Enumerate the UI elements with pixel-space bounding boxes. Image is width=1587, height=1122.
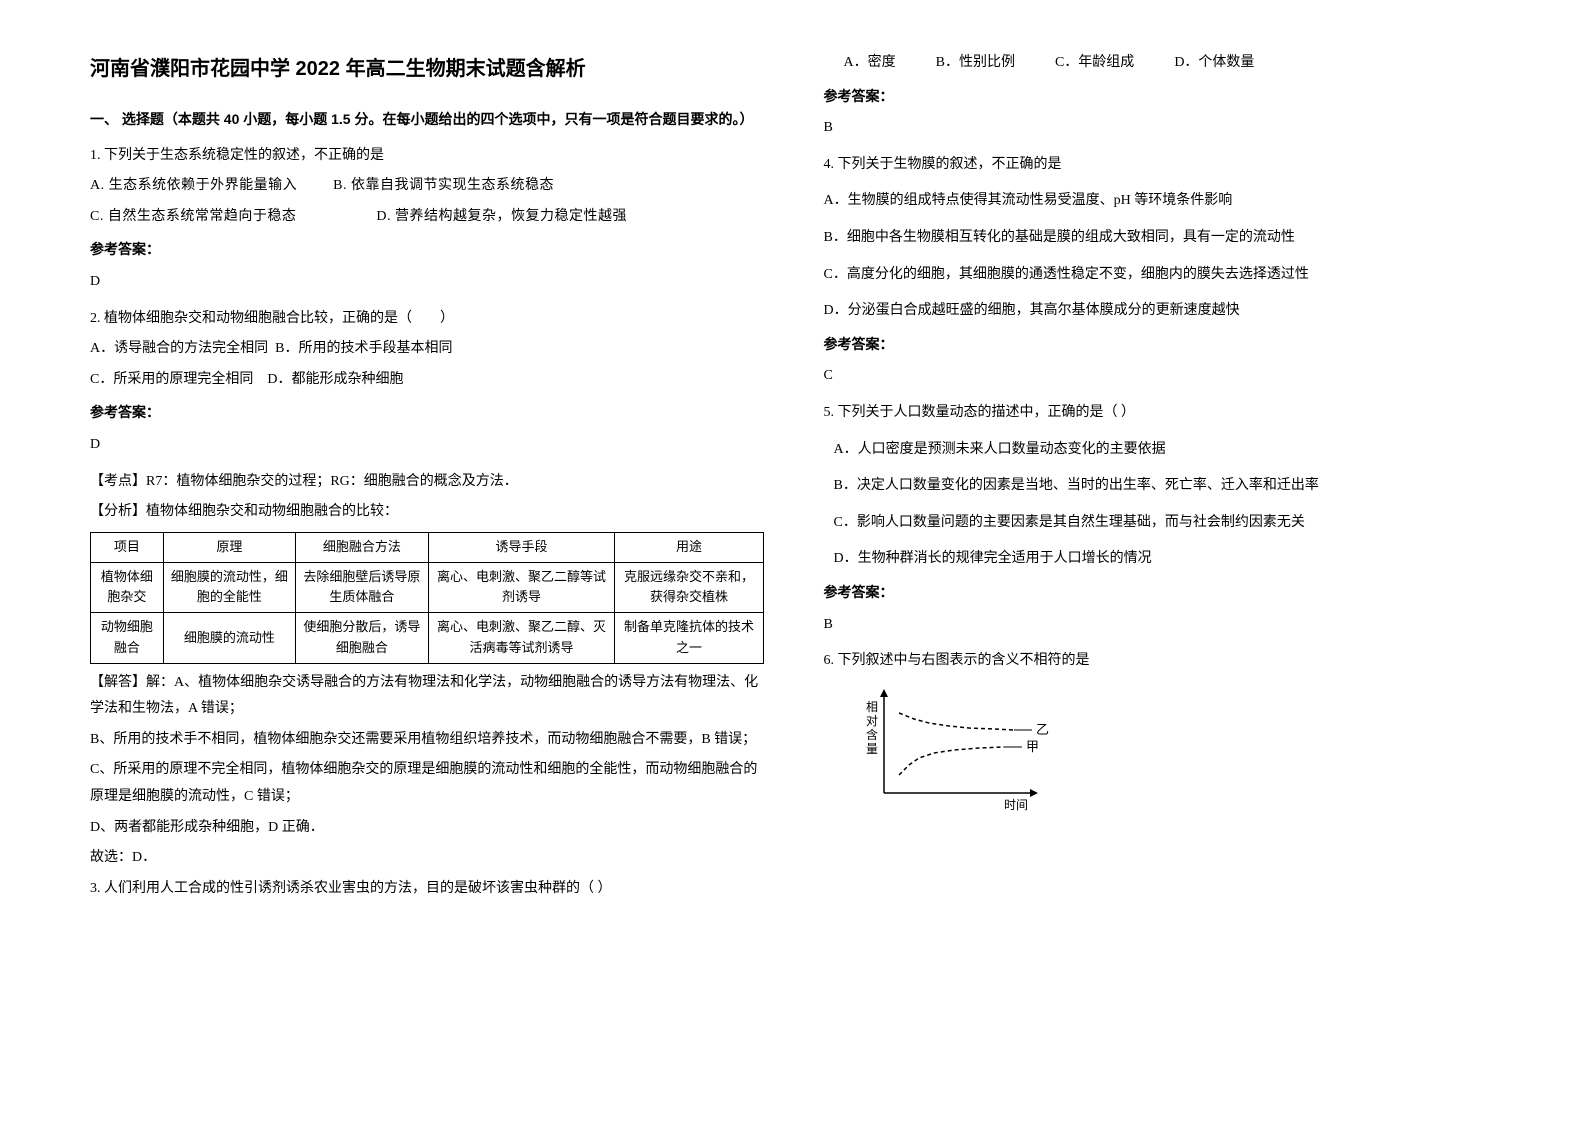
q5-b: B．决定人口数量变化的因素是当地、当时的出生率、死亡率、迁入率和迁出率 bbox=[834, 473, 1498, 500]
r1-1: 细胞膜的流动性，细胞的全能性 bbox=[163, 562, 295, 613]
q1-opts-row2: C. 自然生态系统常常趋向于稳态 D. 营养结构越复杂，恢复力稳定性越强 bbox=[90, 204, 764, 231]
svg-text:含: 含 bbox=[866, 727, 878, 742]
svg-text:甲: 甲 bbox=[1026, 739, 1039, 754]
q2-opts-row2: C．所采用的原理完全相同 D．都能形成杂种细胞 bbox=[90, 367, 764, 394]
r2-4: 制备单克隆抗体的技术之一 bbox=[615, 613, 763, 664]
q2-table: 项目 原理 细胞融合方法 诱导手段 用途 植物体细胞杂交 细胞膜的流动性，细胞的… bbox=[90, 532, 764, 664]
q4-d: D．分泌蛋白合成越旺盛的细胞，其高尔基体膜成分的更新速度越快 bbox=[824, 298, 1498, 325]
q2-ans: D bbox=[90, 432, 764, 459]
r2-0: 动物细胞融合 bbox=[91, 613, 164, 664]
th-2: 细胞融合方法 bbox=[296, 532, 428, 562]
q4-b: B．细胞中各生物膜相互转化的基础是膜的组成大致相同，具有一定的流动性 bbox=[824, 225, 1498, 252]
q1-d: D. 营养结构越复杂，恢复力稳定性越强 bbox=[376, 209, 627, 224]
q4-c: C．高度分化的细胞，其细胞膜的通透性稳定不变，细胞内的膜失去选择透过性 bbox=[824, 262, 1498, 289]
q2-a: A．诱导融合的方法完全相同 bbox=[90, 341, 268, 356]
th-1: 原理 bbox=[163, 532, 295, 562]
q3-b: B．性别比例 bbox=[936, 50, 1015, 77]
q2-stem: 2. 植物体细胞杂交和动物细胞融合比较，正确的是（ ） bbox=[90, 306, 764, 333]
q3-stem: 3. 人们利用人工合成的性引诱剂诱杀农业害虫的方法，目的是破坏该害虫种群的（ ） bbox=[90, 876, 764, 903]
q3-d: D．个体数量 bbox=[1174, 50, 1254, 77]
q5-stem: 5. 下列关于人口数量动态的描述中，正确的是（ ） bbox=[824, 400, 1498, 427]
right-column: A．密度 B．性别比例 C．年龄组成 D．个体数量 参考答案： B 4. 下列关… bbox=[794, 50, 1528, 1072]
q5-ans: B bbox=[824, 612, 1498, 639]
svg-text:乙: 乙 bbox=[1036, 722, 1049, 737]
q4-stem: 4. 下列关于生物膜的叙述，不正确的是 bbox=[824, 152, 1498, 179]
svg-text:对: 对 bbox=[866, 714, 878, 728]
chart-svg: 相对含量时间 甲乙 bbox=[854, 683, 1054, 813]
q3-ans-label: 参考答案： bbox=[824, 83, 1498, 110]
q1-c: C. 自然生态系统常常趋向于稳态 bbox=[90, 209, 296, 224]
r2-2: 使细胞分散后，诱导细胞融合 bbox=[296, 613, 428, 664]
q2-jie-d: D、两者都能形成杂种细胞，D 正确． bbox=[90, 815, 764, 842]
q1-a: A. 生态系统依赖于外界能量输入 bbox=[90, 178, 297, 193]
left-column: 河南省濮阳市花园中学 2022 年高二生物期末试题含解析 一、 选择题（本题共 … bbox=[60, 50, 794, 1072]
r1-3: 离心、电刺激、聚乙二醇等试剂诱导 bbox=[428, 562, 615, 613]
q2-jie-a: 【解答】解：A、植物体细胞杂交诱导融合的方法有物理法和化学法，动物细胞融合的诱导… bbox=[90, 670, 764, 723]
q2-b: B．所用的技术手段基本相同 bbox=[275, 341, 452, 356]
q2-opts-row1: A．诱导融合的方法完全相同 B．所用的技术手段基本相同 bbox=[90, 336, 764, 363]
q2-jie-b: B、所用的技术手不相同，植物体细胞杂交还需要采用植物组织培养技术，而动物细胞融合… bbox=[90, 727, 764, 754]
page-title: 河南省濮阳市花园中学 2022 年高二生物期末试题含解析 bbox=[90, 50, 764, 88]
q5-ans-label: 参考答案： bbox=[824, 579, 1498, 606]
q2-fx: 【分析】植物体细胞杂交和动物细胞融合的比较： bbox=[90, 499, 764, 526]
q2-c: C．所采用的原理完全相同 bbox=[90, 372, 253, 387]
q4-ans-label: 参考答案： bbox=[824, 331, 1498, 358]
q2-d: D．都能形成杂种细胞 bbox=[267, 372, 403, 387]
q2-jie-c: C、所采用的原理不完全相同，植物体细胞杂交的原理是细胞膜的流动性和细胞的全能性，… bbox=[90, 757, 764, 810]
th-4: 用途 bbox=[615, 532, 763, 562]
q1-b: B. 依靠自我调节实现生态系统稳态 bbox=[333, 178, 554, 193]
q3-a: A．密度 bbox=[844, 50, 896, 77]
q2-jie-gx: 故选：D． bbox=[90, 845, 764, 872]
q1-ans-label: 参考答案： bbox=[90, 236, 764, 263]
q4-a: A．生物膜的组成特点使得其流动性易受温度、pH 等环境条件影响 bbox=[824, 188, 1498, 215]
q5-c: C．影响人口数量问题的主要因素是其自然生理基础，而与社会制约因素无关 bbox=[834, 510, 1498, 537]
q3-ans: B bbox=[824, 115, 1498, 142]
r1-2: 去除细胞壁后诱导原生质体融合 bbox=[296, 562, 428, 613]
svg-text:时间: 时间 bbox=[1004, 798, 1028, 812]
r1-0: 植物体细胞杂交 bbox=[91, 562, 164, 613]
q1-ans: D bbox=[90, 269, 764, 296]
r2-3: 离心、电刺激、聚乙二醇、灭活病毒等试剂诱导 bbox=[428, 613, 615, 664]
svg-text:相: 相 bbox=[866, 700, 878, 714]
r2-1: 细胞膜的流动性 bbox=[163, 613, 295, 664]
svg-text:量: 量 bbox=[866, 742, 878, 756]
q4-ans: C bbox=[824, 363, 1498, 390]
q1-opts-row1: A. 生态系统依赖于外界能量输入 B. 依靠自我调节实现生态系统稳态 bbox=[90, 173, 764, 200]
q5-d: D．生物种群消长的规律完全适用于人口增长的情况 bbox=[834, 546, 1498, 573]
q2-ans-label: 参考答案： bbox=[90, 399, 764, 426]
th-3: 诱导手段 bbox=[428, 532, 615, 562]
th-0: 项目 bbox=[91, 532, 164, 562]
r1-4: 克服远缘杂交不亲和，获得杂交植株 bbox=[615, 562, 763, 613]
section-header: 一、 选择题（本题共 40 小题，每小题 1.5 分。在每小题给出的四个选项中，… bbox=[90, 106, 764, 133]
q3-opts: A．密度 B．性别比例 C．年龄组成 D．个体数量 bbox=[844, 50, 1498, 77]
q6-chart: 相对含量时间 甲乙 bbox=[854, 683, 1498, 813]
q3-c: C．年龄组成 bbox=[1055, 50, 1134, 77]
q6-stem: 6. 下列叙述中与右图表示的含义不相符的是 bbox=[824, 648, 1498, 675]
q5-a: A．人口密度是预测未来人口数量动态变化的主要依据 bbox=[834, 437, 1498, 464]
q2-kd: 【考点】R7：植物体细胞杂交的过程；RG：细胞融合的概念及方法． bbox=[90, 469, 764, 496]
q1-stem: 1. 下列关于生态系统稳定性的叙述，不正确的是 bbox=[90, 143, 764, 170]
